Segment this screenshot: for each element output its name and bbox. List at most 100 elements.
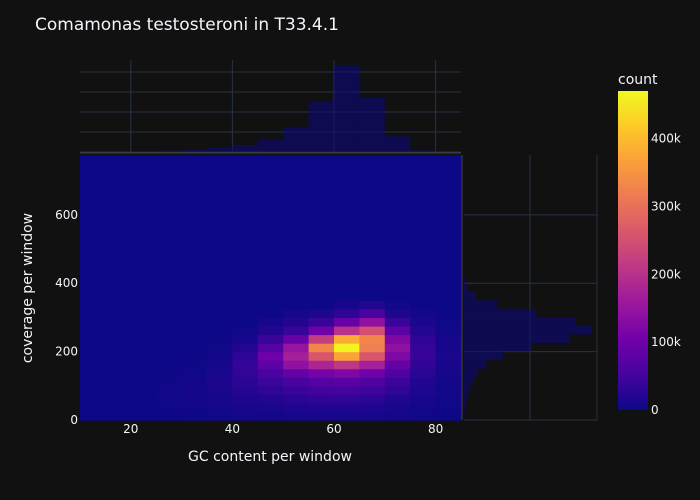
- y-marginal-bar: [464, 325, 592, 335]
- heatmap-cell: [156, 308, 183, 319]
- x-marginal-bar: [384, 136, 411, 152]
- heatmap-cell: [232, 325, 259, 336]
- heatmap-cell: [105, 283, 132, 293]
- heatmap-cell: [257, 172, 284, 182]
- heatmap-cell: [257, 283, 284, 293]
- heatmap-cell: [435, 163, 462, 173]
- heatmap-cell: [156, 300, 183, 310]
- heatmap-cell: [232, 172, 259, 182]
- heatmap-cell: [334, 343, 360, 353]
- heatmap-cell: [181, 308, 208, 319]
- heatmap-cell: [181, 240, 208, 250]
- colorbar-gradient: [618, 91, 648, 410]
- heatmap-cell: [207, 266, 233, 276]
- heatmap-cell: [181, 411, 208, 421]
- heatmap-cell: [283, 308, 310, 319]
- heatmap-cell: [334, 197, 360, 207]
- heatmap-cell: [308, 385, 335, 395]
- heatmap-cell: [359, 317, 386, 327]
- heatmap-cell: [207, 402, 233, 413]
- heatmap-cell: [283, 189, 310, 199]
- heatmap-cell: [435, 214, 462, 224]
- heatmap-cell: [283, 266, 310, 276]
- heatmap-cell: [257, 274, 284, 284]
- heatmap-cell: [130, 240, 157, 250]
- heatmap-cell: [130, 172, 157, 182]
- heatmap-cell: [308, 317, 335, 327]
- heatmap-cell: [207, 240, 233, 250]
- heatmap-cell: [384, 317, 411, 327]
- heatmap-cell: [283, 291, 310, 301]
- heatmap-cell: [105, 240, 132, 250]
- heatmap-cell: [130, 300, 157, 310]
- heatmap-cell: [232, 394, 259, 404]
- heatmap-cell: [384, 189, 411, 199]
- heatmap-cell: [283, 325, 310, 336]
- heatmap-cell: [207, 394, 233, 404]
- heatmap-cell: [207, 351, 233, 361]
- heatmap-cell: [181, 368, 208, 378]
- heatmap-cell: [130, 291, 157, 301]
- x-tick-label: 20: [123, 422, 138, 436]
- heatmap-cell: [156, 249, 183, 259]
- heatmap-cell: [181, 394, 208, 404]
- heatmap-cell: [334, 317, 360, 327]
- heatmap-cell: [105, 197, 132, 207]
- heatmap-cell: [359, 291, 386, 301]
- heatmap-cell: [283, 343, 310, 353]
- heatmap-cell: [156, 291, 183, 301]
- heatmap-cell: [334, 368, 360, 378]
- heatmap-cell: [283, 411, 310, 421]
- heatmap-cell: [334, 189, 360, 199]
- heatmap-cell: [334, 240, 360, 250]
- x-marginal-histogram: [80, 66, 461, 154]
- heatmap-cell: [334, 385, 360, 395]
- heatmap-cell: [181, 360, 208, 370]
- heatmap-cell: [105, 343, 132, 353]
- heatmap-cell: [334, 351, 360, 361]
- heatmap-cell: [359, 334, 386, 344]
- heatmap-cell: [410, 325, 437, 336]
- heatmap-cell: [156, 231, 183, 242]
- heatmap-cell: [105, 411, 132, 421]
- y-axis-ticks: 0 200 400 600: [55, 208, 78, 427]
- heatmap-cell: [156, 206, 183, 216]
- heatmap-cell: [435, 317, 462, 327]
- heatmap-cell: [156, 189, 183, 199]
- heatmap-cell: [207, 172, 233, 182]
- heatmap-cell: [384, 197, 411, 207]
- heatmap-cell: [130, 163, 157, 173]
- heatmap-cell: [130, 266, 157, 276]
- heatmap-cell: [283, 283, 310, 293]
- heatmap-cell: [130, 189, 157, 199]
- heatmap-cell: [156, 411, 183, 421]
- heatmap-cell: [232, 163, 259, 173]
- heatmap-cell: [130, 214, 157, 224]
- heatmap-cell: [410, 283, 437, 293]
- chart-title: Comamonas testosteroni in T33.4.1: [35, 15, 339, 35]
- heatmap-cell: [435, 402, 462, 413]
- heatmap-cell: [257, 334, 284, 344]
- y-marginal-bar: [464, 317, 576, 326]
- heatmap-cell: [359, 266, 386, 276]
- heatmap-cell: [359, 411, 386, 421]
- heatmap-cell: [80, 180, 106, 190]
- heatmap-cell: [181, 180, 208, 190]
- y-tick-label: 600: [55, 208, 78, 222]
- heatmap-cell: [359, 351, 386, 361]
- heatmap-cell: [410, 385, 437, 395]
- heatmap-cell: [156, 402, 183, 413]
- colorbar-tick-label: 300k: [651, 199, 681, 213]
- heatmap-cell: [232, 402, 259, 413]
- colorbar-tick-label: 0: [651, 403, 659, 417]
- heatmap-cell: [232, 351, 259, 361]
- heatmap-cell: [435, 300, 462, 310]
- heatmap-cells: [80, 155, 462, 421]
- heatmap-cell: [435, 266, 462, 276]
- heatmap-cell: [80, 249, 106, 259]
- heatmap-cell: [105, 308, 132, 319]
- x-tick-label: 60: [326, 422, 341, 436]
- heatmap-cell: [334, 300, 360, 310]
- heatmap-cell: [232, 360, 259, 370]
- heatmap-cell: [80, 385, 106, 395]
